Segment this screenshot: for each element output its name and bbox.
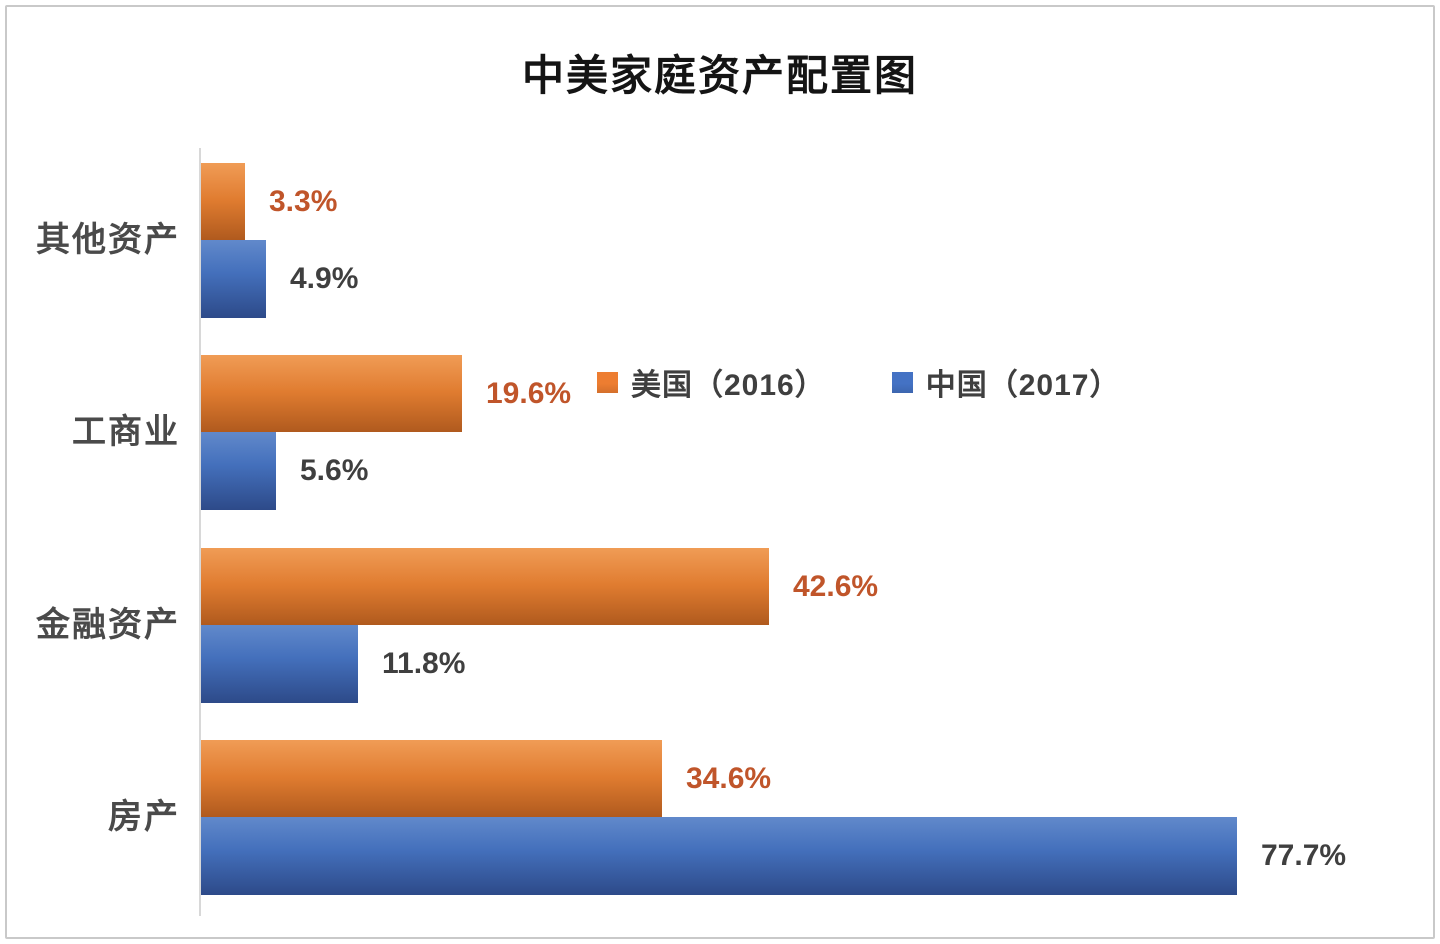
bar-s1-c0 (201, 240, 266, 318)
legend: 美国（2016） 中国（2017） (597, 360, 1121, 404)
data-label-s0-c2: 42.6% (793, 569, 879, 603)
bar-s0-c3 (201, 740, 662, 817)
data-label-s1-c0: 4.9% (290, 261, 359, 295)
category-label-0: 其他资产 (36, 221, 180, 259)
bar-s0-c2 (201, 548, 769, 625)
bar-s1-c2 (201, 625, 358, 703)
data-label-s0-c1: 19.6% (486, 376, 572, 410)
chart-title: 中美家庭资产配置图 (521, 52, 918, 99)
legend-swatch-cn (891, 371, 913, 393)
legend-item-cn: 中国（2017） (891, 360, 1121, 404)
bar-s1-c3 (201, 817, 1237, 895)
category-label-1: 工商业 (72, 413, 180, 451)
data-label-s1-c2: 11.8% (382, 646, 466, 680)
data-label-s0-c0: 3.3% (269, 184, 338, 218)
legend-swatch-us (597, 371, 618, 393)
category-label-3: 房产 (108, 798, 180, 836)
y-axis-line (199, 148, 201, 916)
bar-s0-c0 (201, 163, 245, 240)
bar-s1-c1 (201, 432, 276, 510)
category-label-2: 金融资产 (36, 606, 180, 644)
data-label-s0-c3: 34.6% (686, 761, 772, 795)
bar-s0-c1 (201, 355, 462, 432)
legend-label-us: 美国（2016） (631, 369, 826, 402)
legend-item-us: 美国（2016） (597, 360, 826, 404)
data-label-s1-c3: 77.7% (1261, 838, 1347, 872)
data-label-s1-c1: 5.6% (300, 453, 369, 487)
legend-label-cn: 中国（2017） (925, 369, 1121, 402)
